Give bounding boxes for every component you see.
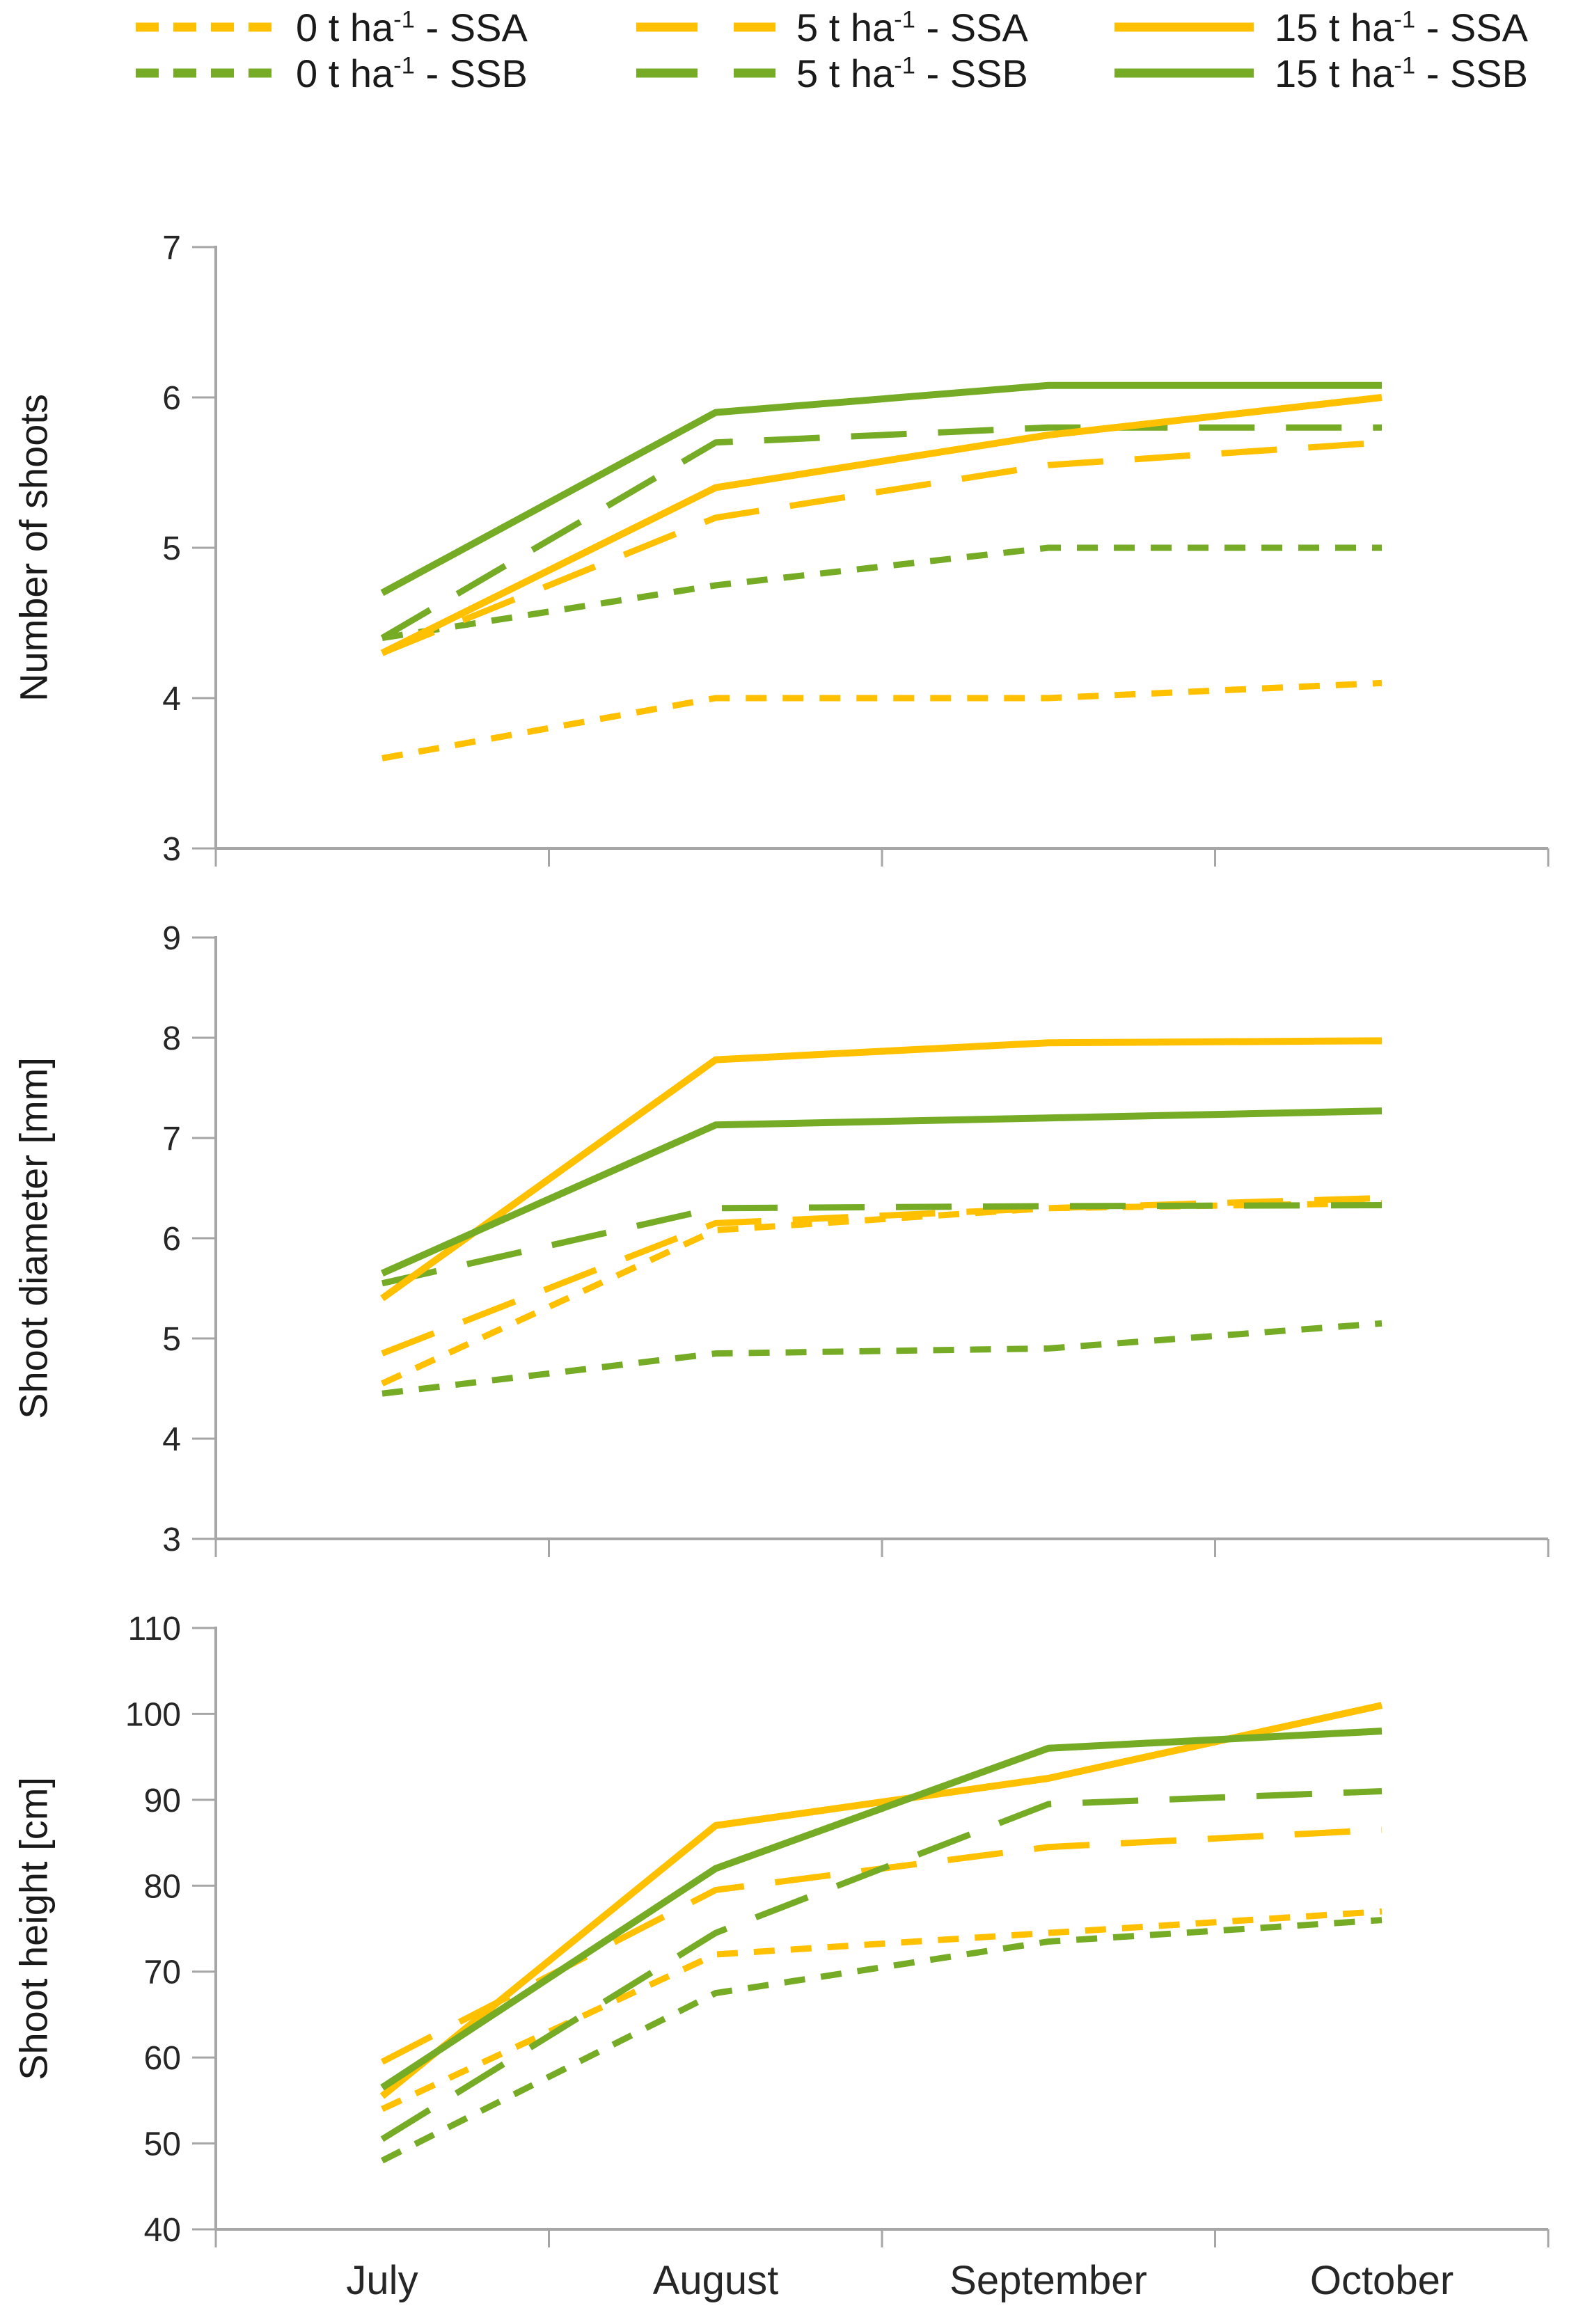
legend: 0 t ha-1 - SSA 5 t ha-1 - SSA 15 t ha-1 … xyxy=(0,6,1583,110)
y-tick-label: 40 xyxy=(144,2212,181,2249)
series-line-15ssb xyxy=(380,1728,1383,2091)
y-tick-label: 3 xyxy=(162,831,181,868)
legend-item-5ssb: 5 t ha-1 - SSB xyxy=(636,52,1028,95)
series-line-0ssa xyxy=(381,1908,1383,2112)
series-line-0ssb xyxy=(381,1320,1383,1397)
legend-label-0ssa: 0 t ha-1 - SSA xyxy=(296,5,528,49)
legend-line-15ssa-icon xyxy=(1115,22,1254,32)
legend-item-0ssb: 0 t ha-1 - SSB xyxy=(136,52,528,95)
legend-item-15ssa: 15 t ha-1 - SSA xyxy=(1115,6,1528,49)
legend-label-5ssa: 5 t ha-1 - SSA xyxy=(796,5,1028,49)
y-tick-label: 60 xyxy=(144,2040,181,2077)
y-tick-label: 9 xyxy=(162,920,181,957)
legend-line-0ssb-icon xyxy=(136,68,275,78)
legend-label-0ssb: 0 t ha-1 - SSB xyxy=(296,51,528,95)
y-tick-label: 5 xyxy=(162,1321,181,1358)
chart-1: 3 4 5 6 7 8 9 xyxy=(162,920,1550,1558)
legend-item-0ssa: 0 t ha-1 - SSA xyxy=(136,6,528,49)
y-tick-label: 4 xyxy=(162,681,181,718)
legend-line-0ssa-icon xyxy=(136,22,275,32)
series-line-5ssb xyxy=(380,1788,1383,2142)
x-tick-label: July xyxy=(346,2258,418,2303)
series-line-15ssb xyxy=(380,1107,1383,1276)
series-line-0ssb xyxy=(380,1917,1383,2164)
y-tick-label: 90 xyxy=(144,1782,181,1819)
x-tick-label: August xyxy=(653,2258,779,2303)
y-tick-label: 80 xyxy=(144,1868,181,1905)
y-tick-label: 110 xyxy=(127,1611,181,1647)
y-tick-label: 4 xyxy=(162,1421,181,1458)
legend-label-15ssb: 15 t ha-1 - SSB xyxy=(1275,51,1528,95)
series-line-15ssb xyxy=(380,381,1382,596)
series-line-5ssa xyxy=(381,439,1383,656)
y-tick-label: 70 xyxy=(144,1954,181,1991)
series-line-0ssb xyxy=(381,544,1382,642)
x-tick-label: September xyxy=(950,2258,1147,2303)
y-tick-label: 6 xyxy=(162,1221,181,1258)
series-line-0ssa xyxy=(381,1200,1383,1386)
legend-line-5ssb-icon xyxy=(636,68,775,78)
y-tick-label: 7 xyxy=(162,230,181,267)
y-tick-label: 6 xyxy=(162,380,181,417)
legend-label-5ssb: 5 t ha-1 - SSB xyxy=(796,51,1028,95)
y-tick-label: 100 xyxy=(125,1696,181,1733)
y-tick-label: 8 xyxy=(162,1020,181,1057)
legend-label-15ssa: 15 t ha-1 - SSA xyxy=(1275,5,1528,49)
legend-item-5ssa: 5 t ha-1 - SSA xyxy=(636,6,1028,49)
series-line-5ssb xyxy=(380,424,1382,641)
chart-0: 3 4 5 6 7 xyxy=(162,230,1550,868)
legend-line-15ssb-icon xyxy=(1115,68,1254,78)
series-line-15ssa xyxy=(380,1037,1383,1302)
y-tick-label: 7 xyxy=(162,1121,181,1157)
x-tick-label: October xyxy=(1310,2258,1454,2303)
series-line-15ssa xyxy=(380,394,1383,656)
series-line-0ssa xyxy=(381,679,1383,761)
series-line-5ssa xyxy=(381,1194,1383,1357)
y-tick-label: 3 xyxy=(162,1521,181,1558)
y-tick-label: 5 xyxy=(162,530,181,567)
legend-line-5ssa-icon xyxy=(636,22,775,32)
y-tick-label: 50 xyxy=(144,2126,181,2163)
chart-2: 40 50 60 70 80 90 100 110 xyxy=(125,1611,1550,2249)
legend-item-15ssb: 15 t ha-1 - SSB xyxy=(1115,52,1528,95)
